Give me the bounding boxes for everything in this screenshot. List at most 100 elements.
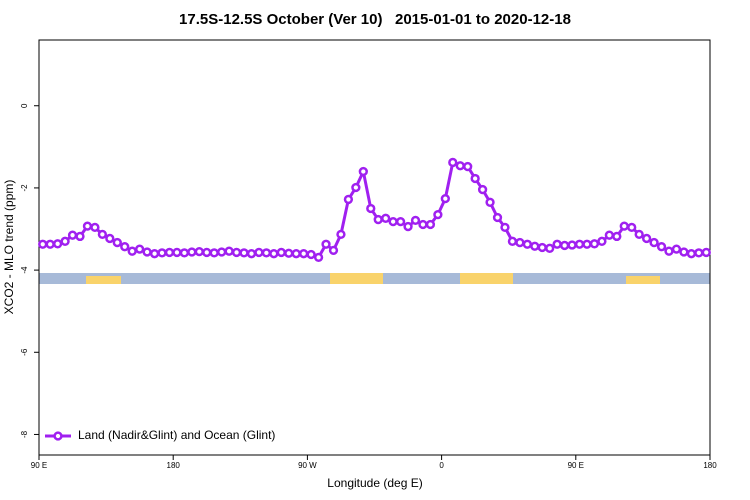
point bbox=[194, 246, 204, 257]
legend-label: Land (Nadir&Glint) and Ocean (Glint) bbox=[78, 428, 275, 442]
x-tick-label: 90 W bbox=[298, 461, 317, 470]
point bbox=[619, 221, 629, 231]
point bbox=[149, 249, 160, 259]
point bbox=[589, 239, 600, 249]
point bbox=[388, 216, 398, 227]
point bbox=[246, 249, 257, 259]
legend-marker bbox=[53, 431, 63, 441]
point bbox=[574, 239, 585, 249]
point bbox=[224, 246, 234, 256]
y-tick-label: -6 bbox=[20, 348, 29, 356]
point bbox=[649, 237, 659, 248]
point bbox=[112, 237, 122, 248]
point bbox=[231, 247, 242, 258]
point bbox=[500, 222, 510, 233]
point bbox=[343, 194, 354, 205]
point bbox=[217, 247, 227, 257]
point bbox=[261, 248, 272, 258]
land-patch bbox=[330, 273, 383, 284]
point bbox=[664, 246, 674, 256]
point bbox=[440, 193, 450, 204]
point bbox=[410, 215, 421, 226]
point bbox=[299, 249, 309, 259]
point bbox=[179, 248, 190, 258]
point bbox=[164, 247, 175, 258]
point bbox=[52, 239, 63, 249]
point bbox=[679, 247, 689, 257]
point bbox=[381, 213, 391, 223]
y-tick-label: -2 bbox=[20, 184, 29, 192]
point bbox=[135, 244, 145, 254]
point bbox=[82, 221, 93, 231]
point bbox=[634, 229, 644, 240]
point bbox=[67, 230, 78, 240]
y-tick-label: -8 bbox=[20, 430, 29, 438]
point bbox=[522, 239, 532, 249]
point bbox=[537, 242, 547, 253]
point bbox=[269, 249, 279, 259]
x-tick-label: 180 bbox=[167, 461, 181, 470]
point bbox=[172, 247, 182, 258]
point bbox=[470, 173, 480, 184]
point bbox=[545, 243, 555, 253]
point bbox=[276, 247, 286, 258]
x-tick-label: 90 E bbox=[31, 461, 47, 470]
point bbox=[604, 230, 614, 240]
point bbox=[120, 242, 130, 252]
y-tick-label: 0 bbox=[20, 103, 29, 108]
point bbox=[239, 248, 249, 258]
point bbox=[306, 249, 316, 260]
y-tick-label: -4 bbox=[20, 266, 29, 274]
x-tick-label: 90 E bbox=[568, 461, 584, 470]
point bbox=[567, 240, 577, 250]
point bbox=[336, 229, 346, 240]
point bbox=[97, 229, 108, 240]
chart-title: 17.5S-12.5S October (Ver 10) 2015-01-01 … bbox=[179, 11, 571, 28]
land-patch bbox=[86, 276, 121, 284]
x-axis-label: Longitude (deg E) bbox=[327, 476, 422, 490]
point bbox=[209, 248, 219, 258]
point bbox=[202, 247, 212, 258]
point bbox=[559, 240, 570, 251]
point bbox=[627, 222, 637, 233]
point bbox=[313, 252, 324, 263]
point bbox=[187, 247, 197, 257]
point bbox=[127, 246, 137, 256]
point bbox=[254, 247, 264, 258]
point bbox=[373, 214, 383, 225]
point bbox=[582, 239, 592, 249]
point bbox=[366, 203, 376, 214]
point bbox=[157, 248, 167, 258]
point bbox=[291, 249, 301, 259]
land-patch bbox=[460, 273, 513, 284]
point bbox=[284, 248, 294, 258]
y-axis-label: XCO2 - MLO trend (ppm) bbox=[2, 180, 16, 315]
point bbox=[38, 239, 48, 249]
point bbox=[485, 197, 495, 207]
point bbox=[656, 242, 667, 252]
point bbox=[612, 231, 622, 242]
point bbox=[515, 237, 525, 248]
x-tick-label: 180 bbox=[703, 461, 717, 470]
point bbox=[403, 221, 413, 232]
land-patch bbox=[626, 276, 660, 284]
plot-frame bbox=[38, 39, 711, 456]
point bbox=[351, 182, 361, 193]
point bbox=[45, 239, 55, 249]
point bbox=[507, 236, 518, 246]
x-tick-label: 0 bbox=[439, 461, 444, 470]
point bbox=[328, 245, 339, 256]
point bbox=[552, 239, 562, 249]
point bbox=[358, 166, 368, 177]
point bbox=[671, 244, 682, 254]
point bbox=[477, 184, 488, 195]
point bbox=[395, 216, 406, 227]
point bbox=[433, 209, 443, 220]
point bbox=[321, 239, 331, 249]
point bbox=[418, 219, 428, 230]
point bbox=[105, 233, 115, 244]
surface-strip bbox=[39, 273, 710, 284]
point bbox=[492, 212, 503, 223]
